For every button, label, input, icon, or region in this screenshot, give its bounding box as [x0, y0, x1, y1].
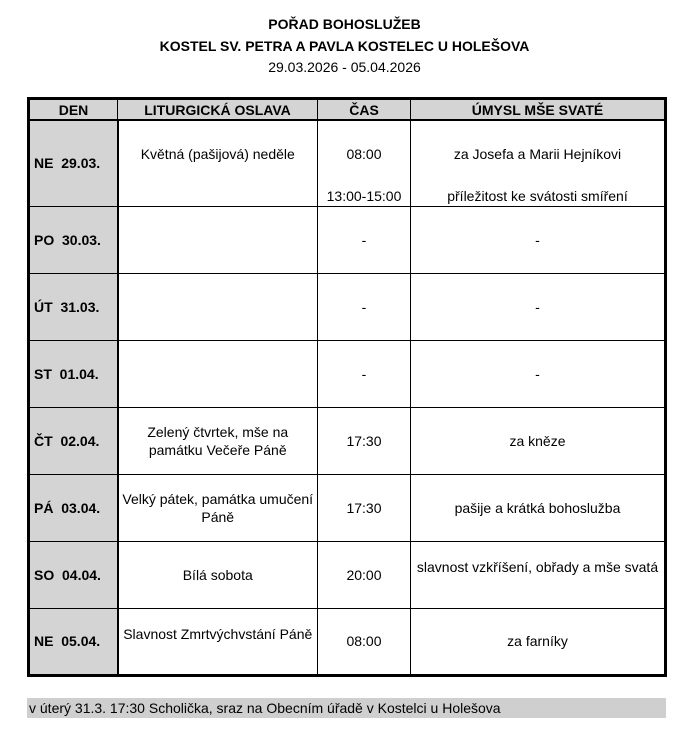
- time-value-2: 13:00-15:00: [326, 188, 402, 204]
- page-title: POŘAD BOHOSLUŽEB: [268, 16, 421, 32]
- time-cell: -: [317, 339, 411, 408]
- table-header: DEN LITURGICKÁ OSLAVA ČAS ÚMYSL MŠE SVAT…: [28, 98, 666, 121]
- date-range: 29.03.2026 - 05.04.2026: [268, 59, 421, 75]
- celebration-cell: Velký pátek, památka umučení Páně: [117, 473, 318, 542]
- footer-note: v úterý 31.3. 17:30 Scholička, sraz na O…: [27, 698, 666, 718]
- day-cell: PÁ 03.04.: [28, 473, 119, 542]
- intention-cell: slavnost vzkříšení, obřady a mše svatá: [410, 540, 666, 609]
- time-cell: 17:30: [317, 473, 411, 542]
- celebration-cell: [117, 339, 318, 408]
- time-cell: -: [317, 205, 411, 274]
- time-value: 08:00: [346, 146, 382, 162]
- intention-cell: pašije a krátká bohoslužba: [410, 473, 666, 542]
- intention-cell: -: [410, 339, 666, 408]
- intention-cell: za kněze: [410, 406, 666, 475]
- celebration-cell: [117, 272, 318, 341]
- intention-value-2: příležitost ke svátosti smíření: [447, 188, 628, 204]
- day-cell: ÚT 31.03.: [28, 272, 119, 341]
- celebration-cell: Zelený čtvrtek, mše na památku Večeře Pá…: [117, 406, 318, 475]
- celebration-cell: Bílá sobota: [117, 540, 318, 609]
- day-cell: SO 04.04.: [28, 540, 119, 609]
- col-celebration: LITURGICKÁ OSLAVA: [117, 98, 318, 121]
- time-cell: -: [317, 272, 411, 341]
- day-cell: ČT 02.04.: [28, 406, 119, 475]
- church-name: KOSTEL SV. PETRA A PAVLA KOSTELEC U HOLE…: [159, 38, 530, 54]
- col-time: ČAS: [317, 98, 411, 121]
- day-cell: ST 01.04.: [28, 339, 119, 408]
- celebration-cell: [117, 205, 318, 274]
- celebration-cell: Květná (pašijová) neděle: [117, 119, 318, 207]
- table-row: SO 04.04. Bílá sobota 20:00 slavnost vzkříš…: [28, 540, 666, 609]
- day-cell: NE 05.04.: [28, 607, 119, 676]
- day-cell: NE 29.03.: [28, 119, 119, 207]
- col-day: DEN: [28, 98, 118, 121]
- intention-cell: -: [410, 272, 666, 341]
- table-row: PÁ 03.04. Velký pátek, památka umučení Pá…: [28, 473, 666, 542]
- table-row: ČT 02.04. Zelený čtvrtek, mše na památku …: [28, 406, 666, 475]
- intention-cell: za Josefa a Marii Hejníkovi příležitost …: [410, 119, 666, 207]
- day-cell: PO 30.03.: [28, 205, 119, 274]
- time-cell: 17:30: [317, 406, 411, 475]
- table-row: NE 05.04. Slavnost Zmrtvýchvstání Páně 08:…: [28, 607, 666, 676]
- table-row: NE 29.03. Květná (pašijová) neděle 08:00…: [28, 119, 666, 207]
- schedule-table: DEN LITURGICKÁ OSLAVA ČAS ÚMYSL MŠE SVAT…: [27, 97, 667, 677]
- col-intention: ÚMYSL MŠE SVATÉ: [410, 98, 666, 121]
- table-row: ÚT 31.03. - -: [28, 272, 666, 341]
- celebration-cell: Slavnost Zmrtvýchvstání Páně: [117, 607, 318, 676]
- time-cell: 20:00: [317, 540, 411, 609]
- intention-cell: -: [410, 205, 666, 274]
- time-cell: 08:00 13:00-15:00: [317, 119, 411, 207]
- time-cell: 08:00: [317, 607, 411, 676]
- table-row: PO 30.03. - -: [28, 205, 666, 274]
- intention-value: za Josefa a Marii Hejníkovi: [453, 146, 622, 162]
- table-row: ST 01.04. - -: [28, 339, 666, 408]
- intention-cell: za farníky: [410, 607, 666, 676]
